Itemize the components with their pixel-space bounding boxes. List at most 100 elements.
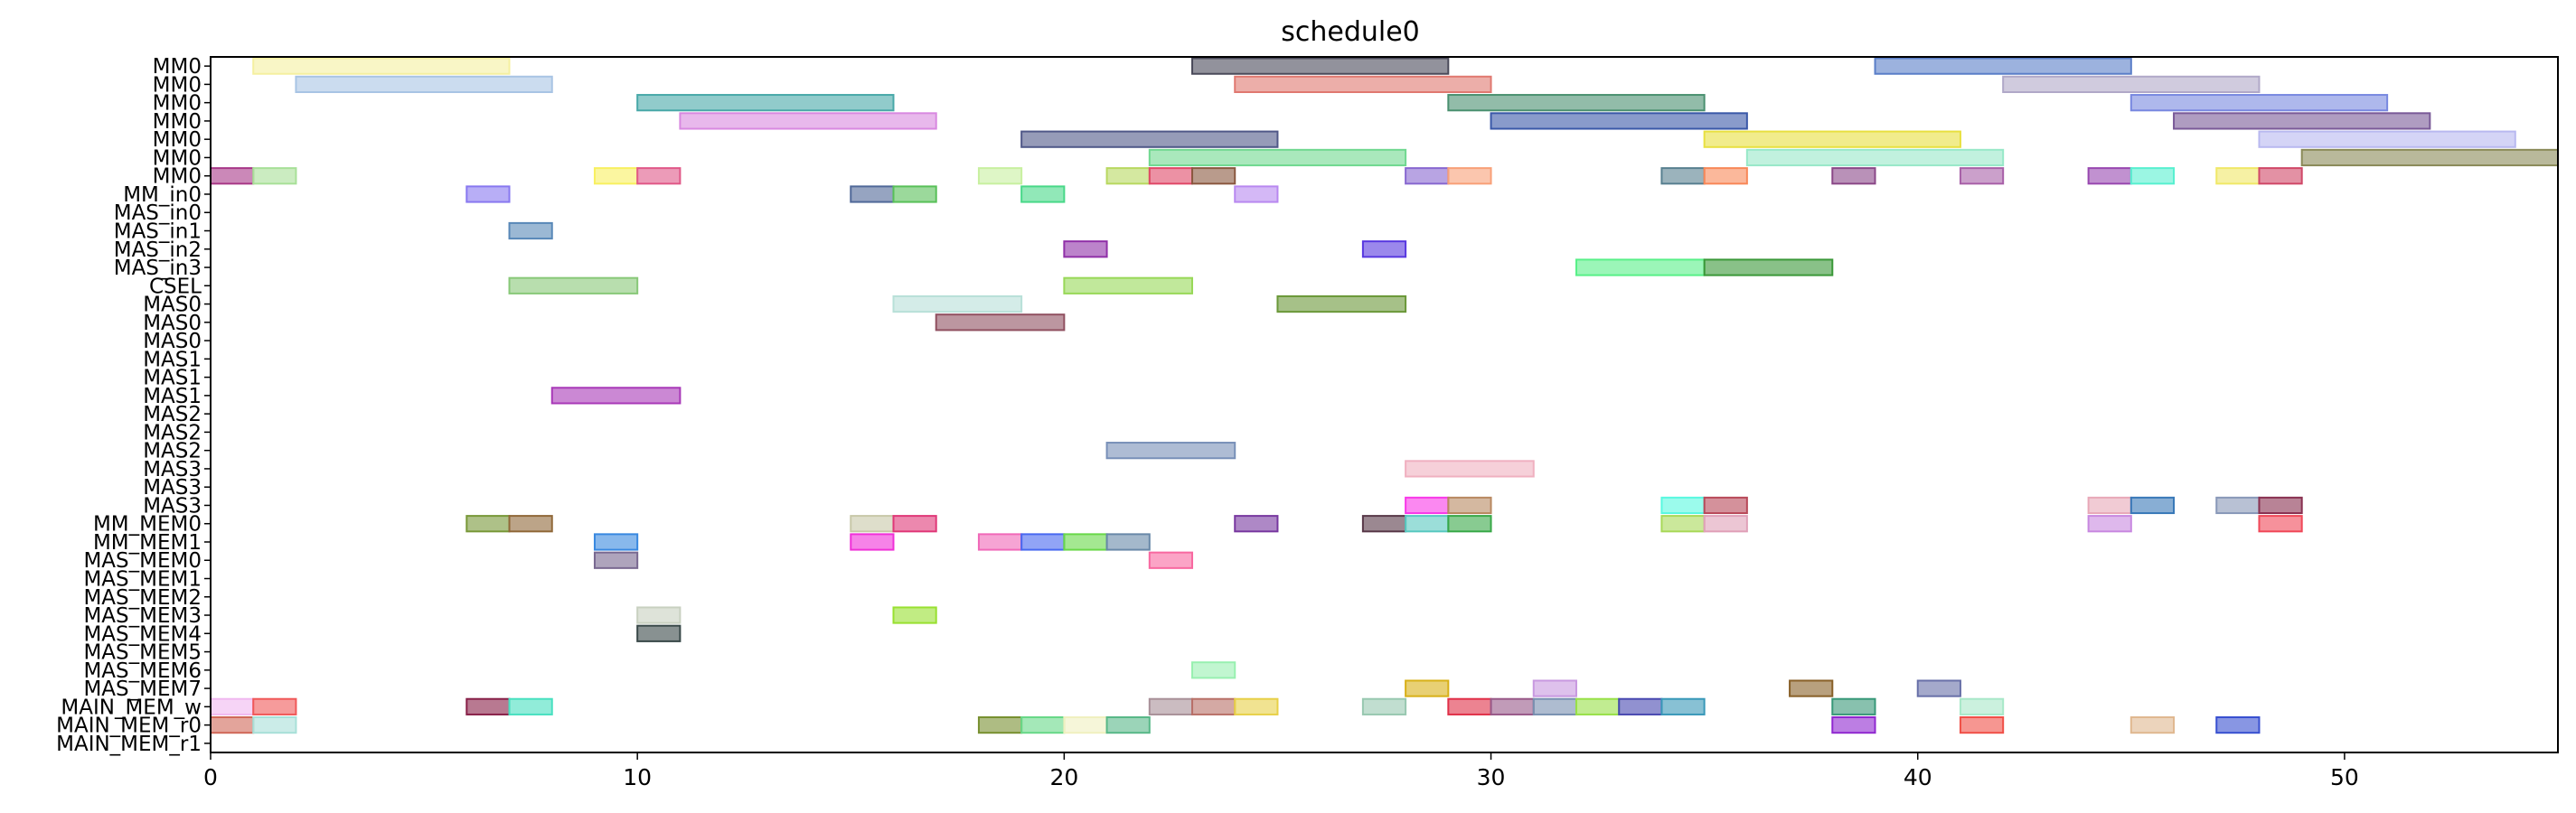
- x-tick-label: 20: [1049, 764, 1078, 790]
- gantt-bar: [2215, 167, 2261, 185]
- gantt-bar: [1405, 167, 1450, 185]
- y-tick-label: MAS2: [143, 440, 202, 463]
- gantt-bar: [2129, 715, 2176, 734]
- gantt-bar: [1660, 496, 1706, 515]
- gantt-bar: [977, 167, 1023, 185]
- gantt-bar: [1532, 697, 1577, 715]
- y-tick-label: MM0: [153, 165, 202, 189]
- gantt-bar: [1148, 148, 1407, 167]
- y-tick-label: MM0: [153, 146, 202, 170]
- gantt-bar: [2300, 148, 2559, 167]
- gantt-bar: [1105, 167, 1151, 185]
- gantt-bar: [1148, 167, 1194, 185]
- gantt-bar: [1703, 515, 1748, 533]
- gantt-bar: [2129, 496, 2176, 515]
- gantt-bar: [508, 697, 553, 715]
- y-tick-label: MAS_MEM4: [83, 622, 202, 646]
- y-tick-label: CSEL: [149, 275, 202, 298]
- gantt-bar: [1575, 697, 1621, 715]
- gantt-bar: [210, 697, 255, 715]
- y-tick-label: MAS_MEM5: [83, 641, 202, 665]
- gantt-bar: [1405, 515, 1450, 533]
- gantt-bar: [1063, 715, 1108, 734]
- y-tick-label: MM0: [153, 73, 202, 97]
- gantt-bar: [465, 185, 511, 203]
- y-tick-label: MAS_MEM2: [83, 586, 202, 610]
- y-tick-label: MAS_MEM0: [83, 549, 202, 573]
- gantt-bar: [1703, 258, 1834, 276]
- gantt-bar: [1148, 697, 1194, 715]
- gantt-bar: [1405, 460, 1535, 478]
- gantt-bar: [636, 606, 682, 624]
- y-tick-label: MM0: [153, 55, 202, 79]
- gantt-bar: [295, 75, 553, 93]
- gantt-bar: [636, 624, 682, 642]
- gantt-bar: [1276, 294, 1407, 313]
- y-tick-label: MAS3: [143, 458, 202, 481]
- y-tick-label: MAS_MEM7: [83, 678, 202, 701]
- gantt-bar: [508, 276, 639, 294]
- gantt-bar: [508, 221, 553, 240]
- gantt-bar: [1234, 697, 1279, 715]
- gantt-bar: [1575, 258, 1706, 276]
- gantt-bar: [593, 551, 639, 569]
- y-tick-label: MAS3: [143, 494, 202, 518]
- y-tick-label: MAS_MEM3: [83, 604, 202, 628]
- gantt-bar: [1447, 94, 1706, 112]
- gantt-bar: [1874, 57, 2132, 75]
- gantt-bar: [210, 715, 255, 734]
- gantt-bar: [1361, 697, 1407, 715]
- gantt-bar: [1831, 715, 1876, 734]
- gantt-bar: [1660, 697, 1706, 715]
- gantt-bar: [977, 715, 1023, 734]
- y-tick-label: MAIN_MEM_r1: [56, 733, 202, 756]
- x-tick-label: 50: [2330, 764, 2359, 790]
- gantt-bar: [1447, 515, 1492, 533]
- gantt-bar: [1234, 75, 1492, 93]
- y-tick-label: MAS1: [143, 348, 202, 371]
- gantt-bar: [1405, 679, 1450, 697]
- y-tick-label: MAS_in1: [114, 220, 202, 244]
- y-tick-label: MM0: [153, 92, 202, 116]
- gantt-bar: [1063, 240, 1108, 258]
- gantt-bar: [252, 715, 297, 734]
- y-tick-label: MAS_in3: [114, 257, 202, 280]
- gantt-bar: [892, 185, 937, 203]
- gantt-bar: [679, 112, 937, 130]
- y-tick-label: MAS0: [143, 294, 202, 317]
- gantt-bar: [850, 515, 895, 533]
- y-tick-label: MM0: [153, 110, 202, 134]
- gantt-bar: [1660, 515, 1706, 533]
- gantt-bar: [1703, 167, 1748, 185]
- gantt-bar: [1191, 661, 1236, 679]
- gantt-bar: [2173, 112, 2431, 130]
- gantt-bar: [1405, 496, 1450, 515]
- gantt-bar: [2258, 167, 2303, 185]
- x-tick-label: 10: [623, 764, 652, 790]
- gantt-bar: [1789, 679, 1834, 697]
- gantt-bar: [1447, 496, 1492, 515]
- gantt-bar: [2258, 130, 2516, 148]
- y-tick-label: MAS_MEM6: [83, 659, 202, 683]
- gantt-bar: [2258, 496, 2303, 515]
- gantt-bar: [1191, 57, 1450, 75]
- gantt-bar: [2215, 496, 2261, 515]
- gantt-bar: [1532, 679, 1577, 697]
- gantt-bar: [1959, 167, 2005, 185]
- x-tick-label: 40: [1904, 764, 1932, 790]
- y-tick-label: MM_MEM1: [93, 531, 202, 555]
- y-tick-label: MAS1: [143, 385, 202, 408]
- gantt-bar: [892, 294, 1023, 313]
- gantt-bar: [1105, 442, 1236, 460]
- gantt-bar: [2129, 94, 2389, 112]
- y-tick-label: MAIN_MEM_r0: [56, 715, 202, 738]
- gantt-bar: [465, 697, 511, 715]
- gantt-bar: [850, 185, 895, 203]
- x-tick-label: 0: [203, 764, 218, 790]
- y-tick-label: MM_MEM0: [93, 513, 202, 537]
- x-tick-labels: 0 10 20 30 40 50: [203, 752, 2359, 790]
- gantt-bar: [636, 167, 682, 185]
- gantt-bar: [1831, 167, 1876, 185]
- gantt-bar: [1063, 533, 1108, 551]
- gantt-bar: [1660, 167, 1706, 185]
